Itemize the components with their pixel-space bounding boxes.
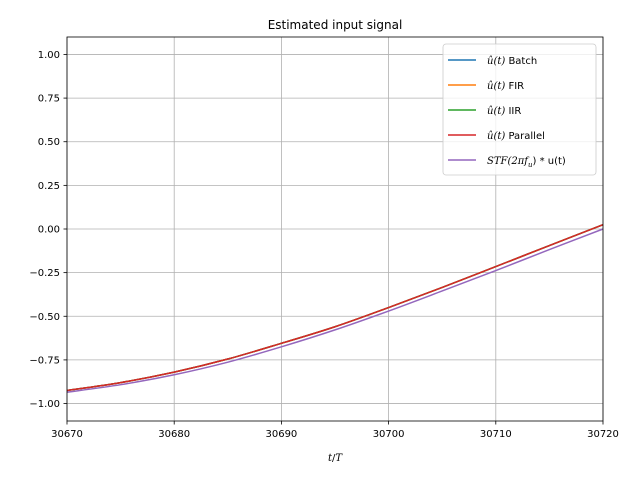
x-tick-label: 30710: [480, 429, 512, 440]
x-tick-label: 30670: [51, 429, 83, 440]
y-tick-label: 0.25: [38, 181, 60, 192]
legend-entry-4: û(t) Parallel: [487, 131, 545, 142]
series-line-3: [66, 223, 604, 392]
x-tick-label: 30690: [265, 429, 297, 440]
series-line-5: [66, 228, 604, 393]
y-tick-label: −0.75: [29, 355, 60, 366]
legend-entry-1: û(t) Batch: [487, 56, 537, 67]
legend-box: [442, 43, 597, 176]
chart-title: Estimated input signal: [268, 18, 403, 32]
x-tick-label: 30700: [373, 429, 405, 440]
x-axis-label: t/T: [328, 453, 343, 464]
legend-entry-3: û(t) IIR: [487, 106, 521, 117]
y-tick-label: 0.00: [38, 225, 60, 236]
y-tick-label: 0.75: [38, 94, 60, 105]
axis-ticks: 30670 30680 30690 30700 30710 30720 −1.00 −0.75…: [29, 50, 619, 440]
series-line-4: [66, 223, 604, 392]
series-line-1: [66, 223, 604, 392]
legend: û(t) Batch û(t) FIR û(t) IIR û(t) Parallel S…: [442, 43, 597, 176]
y-tick-label: −0.25: [29, 268, 60, 279]
y-tick-label: −0.50: [29, 312, 60, 323]
y-tick-label: −1.00: [29, 399, 60, 410]
x-tick-label: 30680: [158, 429, 190, 440]
series-line-2: [66, 223, 604, 392]
x-tick-label: 30720: [587, 429, 619, 440]
legend-entry-2: û(t) FIR: [487, 81, 524, 92]
y-tick-label: 1.00: [38, 50, 60, 61]
series-lines: [66, 223, 604, 393]
y-tick-label: 0.50: [38, 137, 60, 148]
legend-entry-5: STF(2πfu) * u(t): [487, 156, 566, 169]
